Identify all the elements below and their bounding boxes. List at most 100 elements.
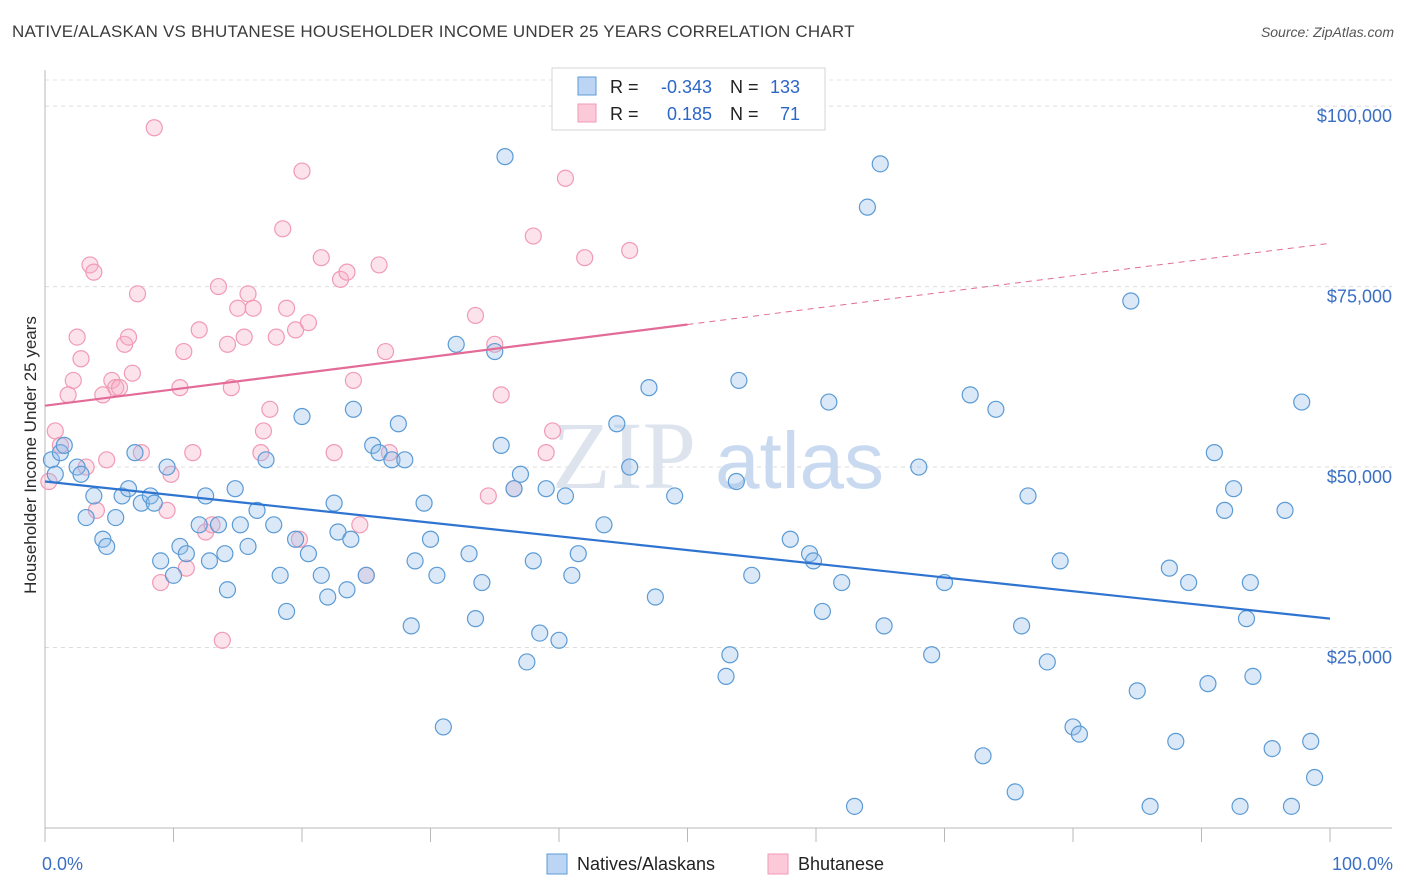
legend-swatch-blue bbox=[577, 76, 597, 96]
natives-point-41 bbox=[325, 494, 343, 512]
bhutanese-trend-line bbox=[44, 323, 688, 407]
natives-point-18 bbox=[158, 458, 176, 476]
natives-point-71 bbox=[550, 631, 568, 649]
natives-point-68 bbox=[524, 552, 542, 570]
natives-point-63 bbox=[492, 436, 510, 454]
natives-point-80 bbox=[666, 487, 684, 505]
bhutanese-point-68 bbox=[556, 169, 575, 187]
natives-point-65 bbox=[505, 480, 523, 498]
natives-point-105 bbox=[1038, 653, 1056, 671]
natives-point-108 bbox=[1070, 725, 1089, 743]
bhutanese-point-67 bbox=[543, 422, 562, 440]
natives-point-31 bbox=[248, 501, 266, 519]
natives-point-54 bbox=[415, 494, 433, 512]
legend-r-value-2: 0.185 bbox=[667, 104, 712, 124]
bhutanese-point-22 bbox=[152, 573, 170, 592]
natives-point-109 bbox=[1122, 292, 1140, 310]
natives-point-94 bbox=[871, 155, 889, 173]
bhutanese-point-47 bbox=[290, 530, 309, 548]
natives-point-25 bbox=[209, 516, 228, 534]
y-axis-label: Householder Income Under 25 years bbox=[21, 316, 40, 594]
natives-point-89 bbox=[813, 602, 832, 621]
natives-point-3 bbox=[55, 436, 73, 454]
bhutanese-point-38 bbox=[239, 285, 257, 303]
x-tick-labels: 0.0% 100.0% bbox=[42, 854, 1393, 874]
bhutanese-point-49 bbox=[299, 314, 318, 332]
natives-point-33 bbox=[265, 516, 283, 534]
bhutanese-point-34 bbox=[218, 335, 237, 353]
natives-point-70 bbox=[537, 480, 555, 498]
y-tick-labels: $25,000 $50,000 $75,000 $100,000 bbox=[1317, 106, 1392, 667]
bhutanese-point-43 bbox=[267, 328, 285, 346]
bhutanese-point-61 bbox=[479, 487, 497, 505]
bhutanese-point-66 bbox=[537, 444, 555, 462]
natives-point-29 bbox=[231, 516, 249, 534]
natives-point-51 bbox=[396, 451, 414, 469]
natives-point-37 bbox=[293, 407, 311, 426]
natives-point-79 bbox=[646, 588, 664, 606]
bhutanese-point-20 bbox=[132, 444, 150, 462]
natives-point-122 bbox=[1244, 667, 1262, 686]
natives-point-57 bbox=[434, 718, 452, 736]
legend-n-label-1: N = bbox=[730, 77, 759, 97]
natives-point-112 bbox=[1160, 559, 1178, 577]
natives-point-50 bbox=[389, 415, 407, 433]
top-legend: R = -0.343 N = 133 R = 0.185 N = 71 bbox=[551, 67, 826, 131]
natives-point-17 bbox=[152, 552, 170, 570]
bottom-swatch-blue bbox=[546, 853, 568, 875]
trend-lines bbox=[44, 242, 1331, 620]
bhutanese-point-31 bbox=[203, 516, 221, 534]
natives-point-102 bbox=[1006, 783, 1024, 801]
legend-r-label-1: R = bbox=[610, 77, 639, 97]
natives-point-38 bbox=[299, 545, 318, 563]
natives-point-123 bbox=[1263, 739, 1281, 758]
bhutanese-point-23 bbox=[158, 501, 176, 519]
natives-point-124 bbox=[1276, 501, 1294, 519]
x-tick-label-0: 0.0% bbox=[42, 854, 83, 874]
natives-point-40 bbox=[319, 588, 337, 606]
natives-point-92 bbox=[845, 797, 864, 815]
y-tick-label-2: $75,000 bbox=[1327, 287, 1392, 307]
bhutanese-point-37 bbox=[235, 328, 253, 346]
bhutanese-point-12 bbox=[98, 451, 116, 469]
natives-point-99 bbox=[961, 386, 979, 404]
natives-point-16 bbox=[145, 494, 163, 512]
natives-point-28 bbox=[226, 480, 244, 498]
natives-point-24 bbox=[200, 552, 219, 570]
natives-point-78 bbox=[640, 379, 658, 397]
natives-point-64 bbox=[496, 148, 514, 166]
bhutanese-point-50 bbox=[312, 249, 330, 267]
natives-point-126 bbox=[1293, 393, 1311, 411]
source-label: Source: ZipAtlas.com bbox=[1260, 24, 1394, 40]
bhutanese-point-28 bbox=[184, 444, 202, 462]
natives-point-58 bbox=[447, 335, 465, 353]
natives-point-11 bbox=[113, 487, 131, 505]
legend-n-value-2: 71 bbox=[780, 104, 800, 124]
bhutanese-point-6 bbox=[72, 350, 90, 368]
natives-point-81 bbox=[717, 667, 735, 686]
natives-point-84 bbox=[730, 371, 748, 390]
bhutanese-point-14 bbox=[107, 379, 125, 397]
bhutanese-point-17 bbox=[119, 328, 138, 346]
natives-point-56 bbox=[428, 566, 446, 584]
natives-point-45 bbox=[344, 400, 362, 418]
natives-point-82 bbox=[721, 646, 739, 664]
bottom-legend-bhutanese: Bhutanese bbox=[798, 854, 884, 874]
bhutanese-point-70 bbox=[621, 241, 639, 260]
watermark-atlas: atlas bbox=[715, 416, 884, 505]
natives-point-83 bbox=[727, 472, 745, 491]
natives-point-128 bbox=[1305, 768, 1324, 787]
natives-point-46 bbox=[357, 566, 375, 584]
bhutanese-point-60 bbox=[466, 306, 485, 325]
bhutanese-point-4 bbox=[64, 371, 82, 390]
natives-point-120 bbox=[1237, 610, 1256, 628]
bhutanese-point-19 bbox=[128, 285, 147, 303]
natives-point-23 bbox=[197, 487, 215, 505]
natives-point-73 bbox=[563, 566, 581, 584]
bhutanese-point-39 bbox=[244, 299, 262, 317]
bhutanese-point-36 bbox=[229, 299, 247, 317]
natives-point-9 bbox=[98, 537, 116, 556]
legend-n-value-1: 133 bbox=[770, 77, 800, 97]
natives-point-113 bbox=[1167, 732, 1185, 750]
